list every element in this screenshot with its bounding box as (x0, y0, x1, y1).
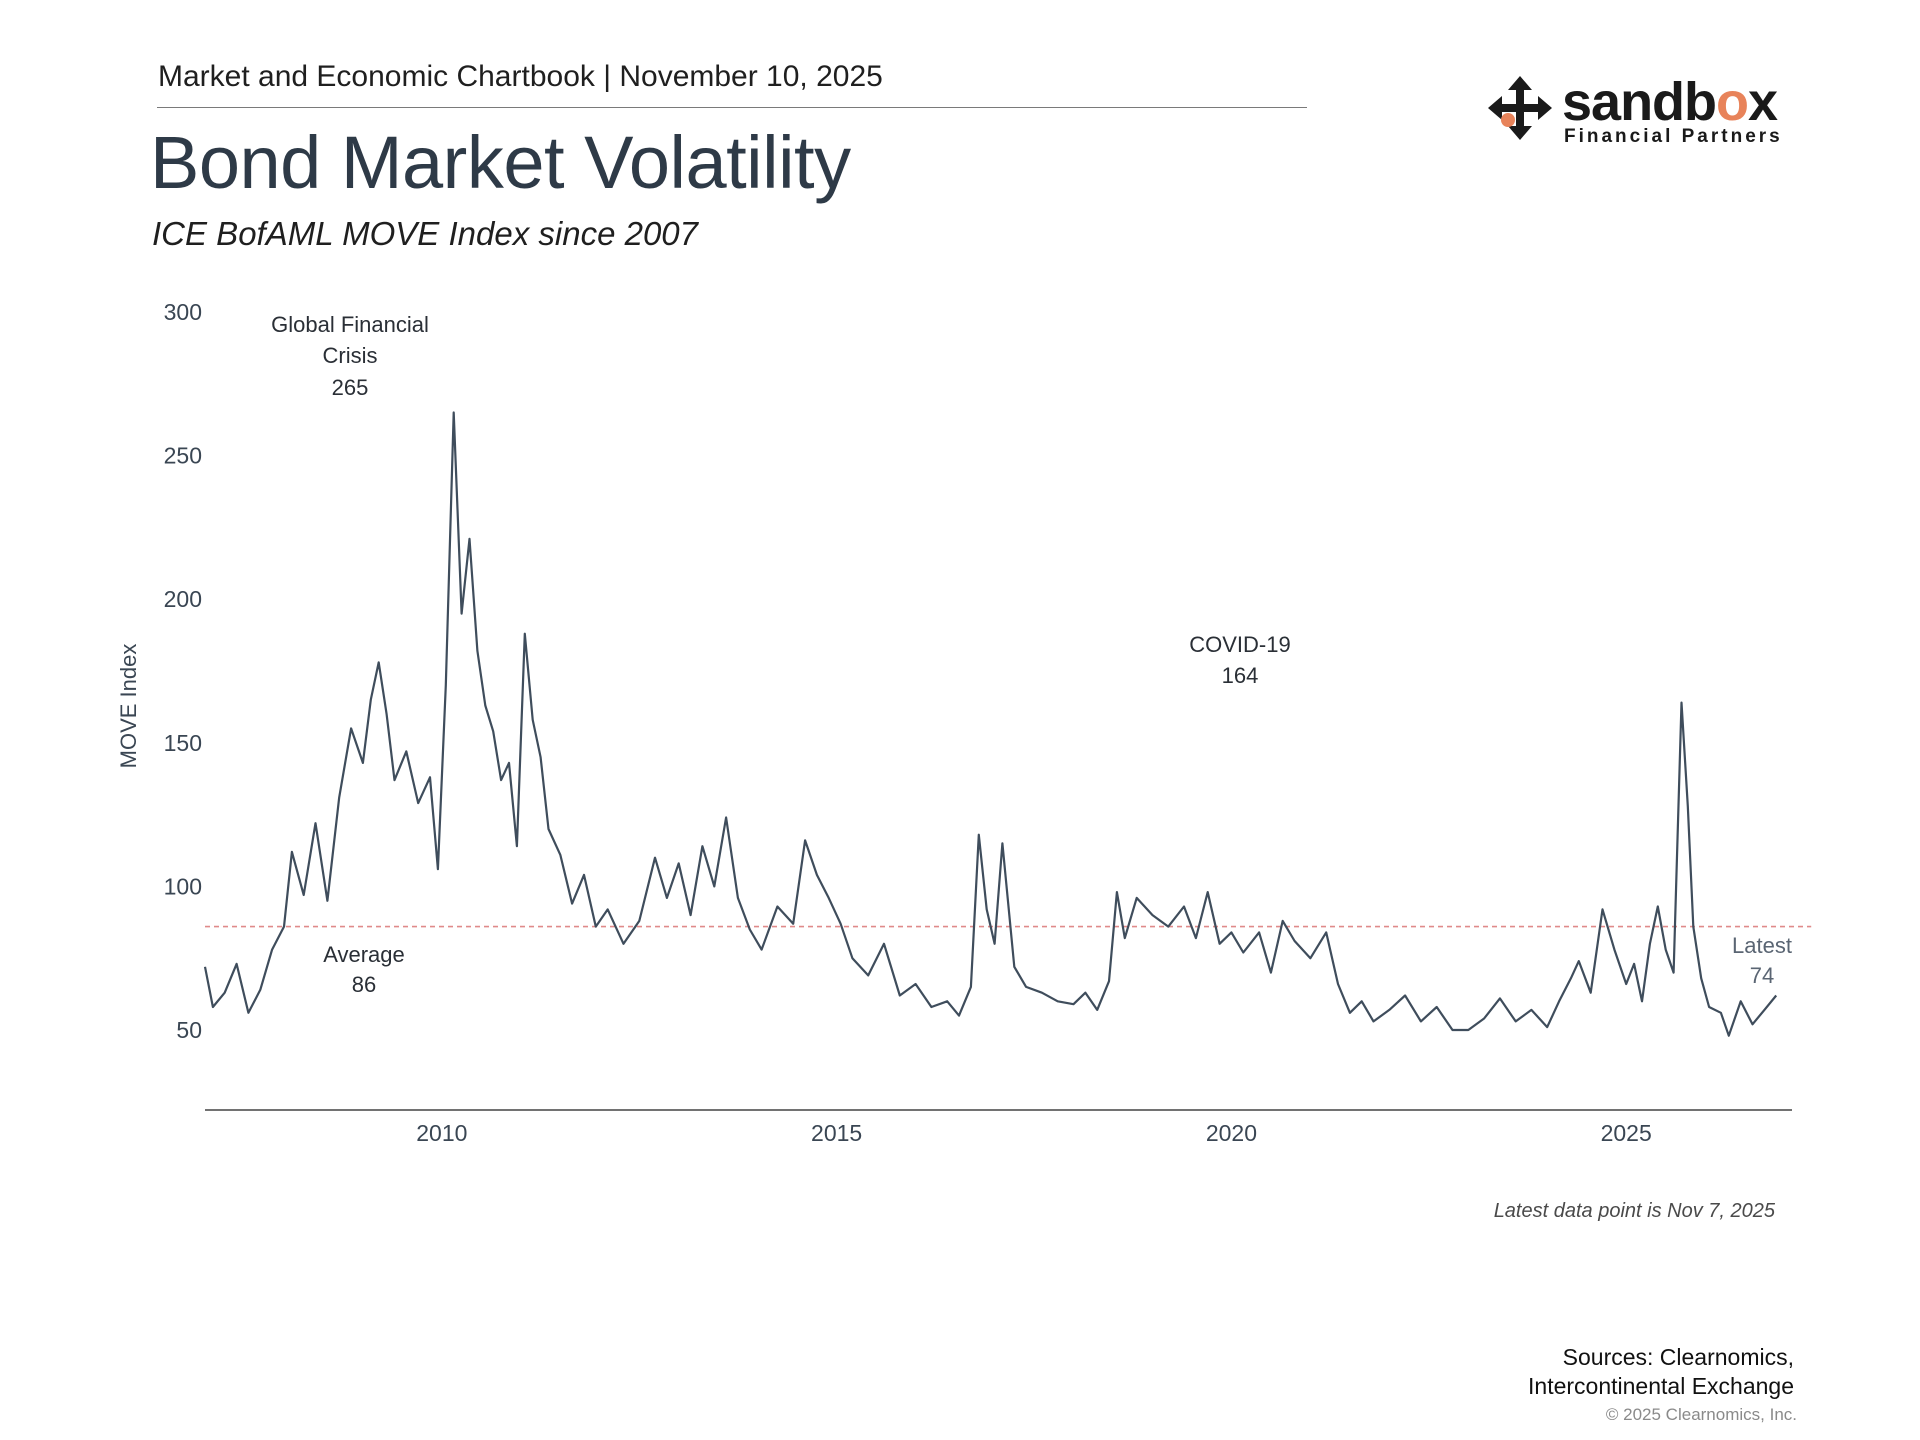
logo-accent-dot (1501, 113, 1515, 127)
x-axis-ticks: 2010 2015 2020 2025 (416, 1120, 1652, 1146)
y-tick-label: 300 (164, 299, 202, 325)
gfc-annotation-line1: Global Financial (271, 312, 429, 337)
y-tick-label: 200 (164, 586, 202, 612)
x-tick-label: 2025 (1601, 1120, 1652, 1146)
x-tick-label: 2020 (1206, 1120, 1257, 1146)
covid-annotation-line1: COVID-19 (1189, 632, 1290, 657)
sandbox-logo: sandbox Financial Partners (1488, 72, 1788, 152)
y-tick-label: 50 (176, 1017, 202, 1043)
average-annotation-label: Average (323, 942, 405, 967)
x-tick-label: 2010 (416, 1120, 467, 1146)
sources-line1: Sources: Clearnomics, (1562, 1344, 1794, 1370)
covid-annotation: COVID-19 164 (1189, 632, 1290, 688)
page-title: Bond Market Volatility (150, 121, 851, 204)
y-tick-label: 250 (164, 443, 202, 469)
copyright-note: © 2025 Clearnomics, Inc. (1605, 1405, 1797, 1424)
chartbook-header: Market and Economic Chartbook | November… (158, 60, 883, 93)
latest-annotation: Latest 74 (1732, 933, 1792, 988)
latest-annotation-value: 74 (1750, 963, 1774, 988)
gfc-annotation-line2: Crisis (323, 343, 378, 368)
latest-data-footnote: Latest data point is Nov 7, 2025 (1493, 1200, 1775, 1222)
move-index-series-line (203, 411, 1778, 1037)
header-divider (157, 107, 1307, 108)
gfc-annotation: Global Financial Crisis 265 (271, 312, 429, 400)
x-tick-label: 2015 (811, 1120, 862, 1146)
page-subtitle: ICE BofAML MOVE Index since 2007 (152, 215, 698, 252)
four-arrows-icon (1488, 76, 1552, 140)
logo-tagline: Financial Partners (1564, 126, 1783, 147)
y-tick-label: 150 (164, 730, 202, 756)
y-axis-label: MOVE Index (116, 644, 141, 769)
logo-wordmark: sandbox (1562, 72, 1778, 132)
average-annotation-value: 86 (352, 972, 376, 997)
sources-note: Sources: Clearnomics, Intercontinental E… (1528, 1343, 1794, 1401)
sources-line2: Intercontinental Exchange (1528, 1373, 1794, 1399)
covid-annotation-value: 164 (1222, 663, 1259, 688)
average-annotation: Average 86 (323, 942, 405, 997)
y-axis-ticks: 50 100 150 200 250 300 (164, 299, 202, 1043)
y-tick-label: 100 (164, 873, 202, 899)
gfc-annotation-value: 265 (332, 375, 369, 400)
latest-annotation-label: Latest (1732, 933, 1792, 958)
